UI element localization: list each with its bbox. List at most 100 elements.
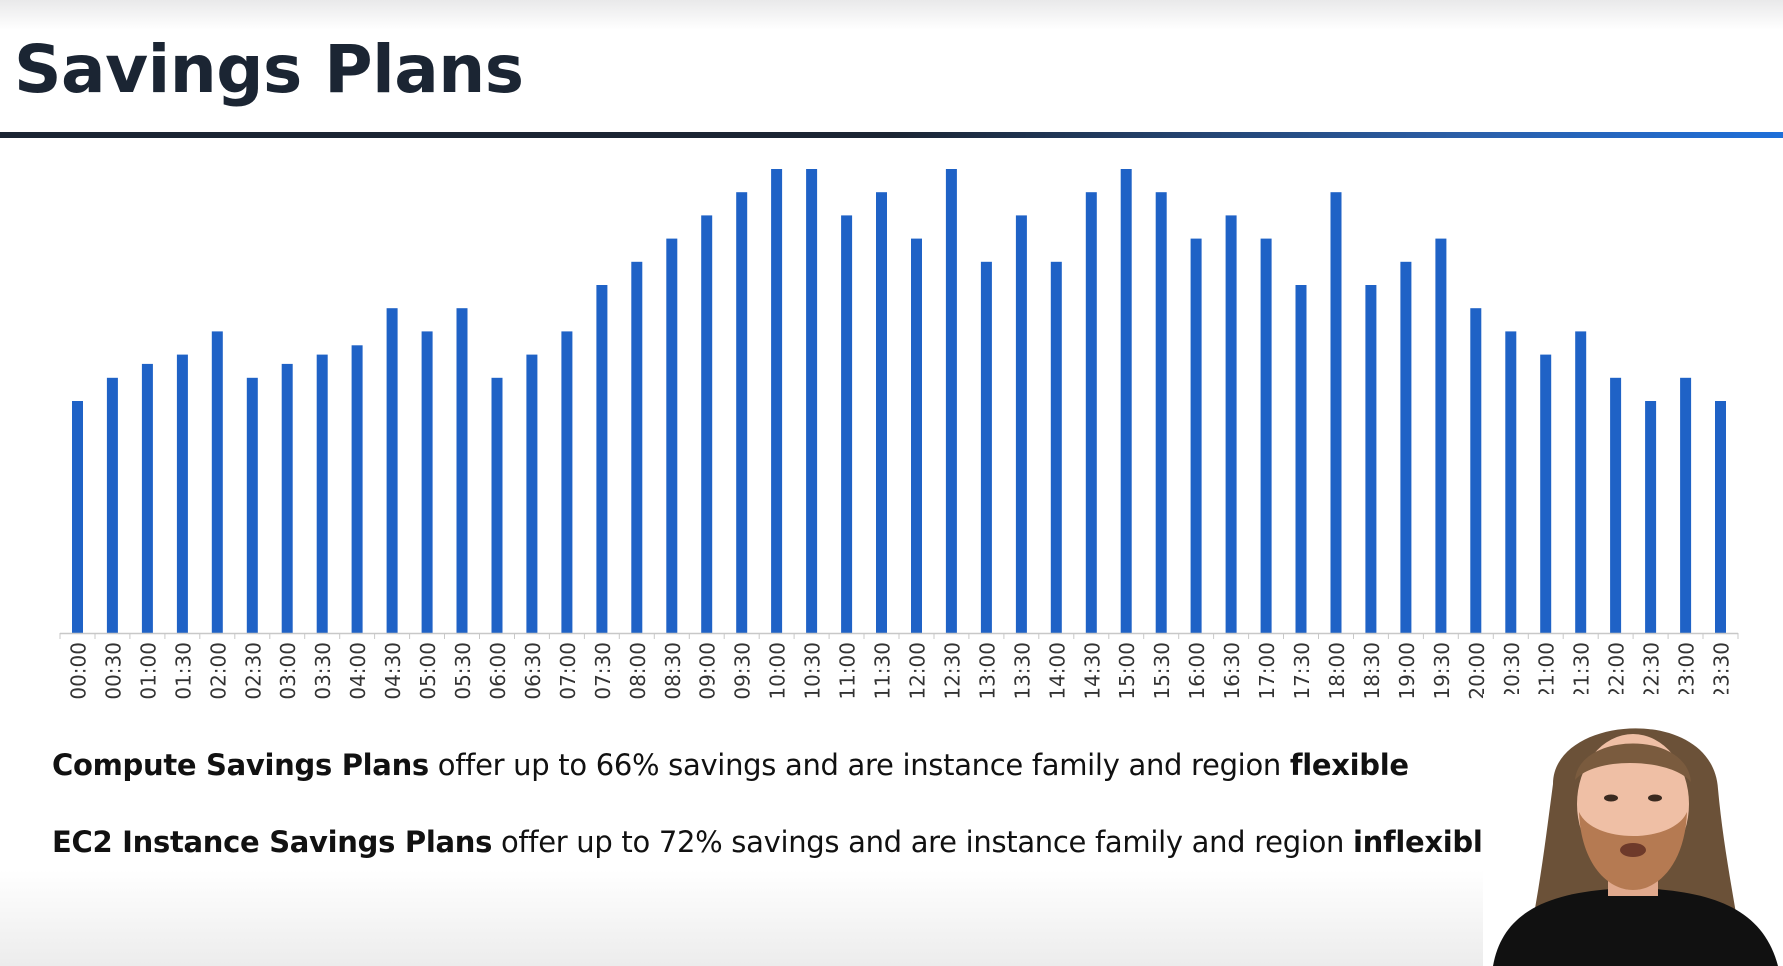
x-tick-label: 15:00 xyxy=(1115,642,1139,700)
usage-bar-chart: 00:00 00:30 01:00 01:30 02:00 02:30 03:00 03:30… xyxy=(59,169,1739,700)
bar-03:30 xyxy=(316,354,328,633)
x-tick-label: 10:30 xyxy=(801,642,825,700)
x-tick-label: 19:00 xyxy=(1395,642,1419,700)
ec2-savings-inflexible: inflexible xyxy=(1353,825,1502,859)
x-tick-label: 20:00 xyxy=(1465,642,1489,700)
x-tick-label: 05:00 xyxy=(416,642,440,700)
x-tick-label: 18:30 xyxy=(1360,642,1384,700)
x-tick-label: 16:00 xyxy=(1185,642,1209,700)
bar-00:00 xyxy=(72,401,83,633)
bar-02:30 xyxy=(246,377,258,633)
x-tick-label: 08:00 xyxy=(626,642,650,700)
x-tick-label: 09:30 xyxy=(731,642,755,700)
bar-10:30 xyxy=(806,169,818,633)
x-tick-label: 08:30 xyxy=(661,642,685,700)
bar-15:00 xyxy=(1120,169,1132,633)
x-tick-label: 21:00 xyxy=(1535,642,1559,700)
bar-01:30 xyxy=(176,354,188,633)
bar-14:30 xyxy=(1085,192,1097,633)
x-tick-label: 10:00 xyxy=(766,642,790,700)
bar-17:30 xyxy=(1295,285,1307,633)
bar-18:30 xyxy=(1365,285,1377,633)
bar-17:00 xyxy=(1260,238,1272,633)
bar-13:00 xyxy=(980,261,992,633)
ec2-savings-text: offer up to 72% savings and are instance… xyxy=(492,825,1354,859)
bar-05:00 xyxy=(421,331,433,633)
x-tick-label: 01:00 xyxy=(136,642,160,700)
bar-06:30 xyxy=(526,354,538,633)
compute-savings-label: Compute Savings Plans xyxy=(52,748,429,782)
bar-14:00 xyxy=(1050,261,1062,633)
x-tick-label: 09:00 xyxy=(696,642,720,700)
bar-12:30 xyxy=(945,169,957,633)
bar-21:30 xyxy=(1575,331,1587,633)
bar-10:00 xyxy=(771,169,783,633)
x-tick-label: 21:30 xyxy=(1570,642,1594,700)
x-tick-label: 05:30 xyxy=(451,642,475,700)
bar-12:00 xyxy=(911,238,922,633)
bar-00:30 xyxy=(106,377,118,633)
bar-02:00 xyxy=(211,331,223,633)
title-divider xyxy=(0,132,1783,138)
x-tick-label: 14:30 xyxy=(1080,642,1104,700)
x-tick-label: 07:30 xyxy=(591,642,615,700)
x-tick-label: 22:30 xyxy=(1640,642,1664,700)
x-tick-label: 06:00 xyxy=(486,642,510,700)
x-tick-label: 11:00 xyxy=(836,642,860,700)
ec2-savings-note: EC2 Instance Savings Plans offer up to 7… xyxy=(52,825,1502,859)
compute-savings-text: offer up to 66% savings and are instance… xyxy=(428,748,1290,782)
x-tick-label: 18:00 xyxy=(1325,642,1349,700)
x-tick-label: 12:00 xyxy=(906,642,930,700)
x-tick-label: 20:30 xyxy=(1500,642,1524,700)
ec2-savings-label: EC2 Instance Savings Plans xyxy=(52,825,493,859)
x-tick-label: 13:00 xyxy=(975,642,999,700)
x-tick-label: 01:30 xyxy=(171,642,195,700)
x-tick-label: 23:30 xyxy=(1710,642,1734,700)
bar-04:30 xyxy=(386,308,398,633)
x-tick-label: 15:30 xyxy=(1150,642,1174,700)
x-tick-label: 04:30 xyxy=(381,642,405,700)
bar-22:00 xyxy=(1610,377,1622,633)
bar-16:30 xyxy=(1225,215,1237,633)
x-tick-label: 12:30 xyxy=(940,642,964,700)
x-tick-label: 06:30 xyxy=(521,642,545,700)
compute-savings-flexible: flexible xyxy=(1289,748,1409,782)
bar-03:00 xyxy=(281,363,293,633)
x-tick-label: 02:00 xyxy=(206,642,230,700)
x-tick-label: 22:00 xyxy=(1605,642,1629,700)
bar-08:00 xyxy=(631,261,643,633)
bar-11:00 xyxy=(841,215,853,633)
bar-07:30 xyxy=(596,285,608,633)
bar-20:00 xyxy=(1470,308,1482,633)
bar-21:00 xyxy=(1540,354,1552,633)
x-tick-label: 00:30 xyxy=(101,642,125,700)
presenter-video xyxy=(1483,694,1783,966)
x-tick-label: 19:30 xyxy=(1430,642,1454,700)
bar-08:30 xyxy=(666,238,678,633)
x-tick-label: 11:30 xyxy=(871,642,895,700)
bar-20:30 xyxy=(1505,331,1517,633)
x-tick-label: 00:00 xyxy=(67,642,91,700)
bar-15:30 xyxy=(1155,192,1167,633)
bar-09:30 xyxy=(736,192,748,633)
x-tick-label: 07:00 xyxy=(556,642,580,700)
bar-05:30 xyxy=(456,308,468,633)
compute-savings-note: Compute Savings Plans offer up to 66% sa… xyxy=(52,748,1409,782)
bar-16:00 xyxy=(1190,238,1202,633)
bar-07:00 xyxy=(561,331,573,633)
bar-06:00 xyxy=(491,377,503,633)
x-tick-label: 13:30 xyxy=(1010,642,1034,700)
bar-09:00 xyxy=(701,215,713,633)
x-tick-label: 17:00 xyxy=(1255,642,1279,700)
bar-19:00 xyxy=(1400,261,1412,633)
slide-title: Savings Plans xyxy=(14,31,524,108)
x-tick-label: 04:00 xyxy=(346,642,370,700)
bar-04:00 xyxy=(351,345,363,633)
x-tick-label: 14:00 xyxy=(1045,642,1069,700)
bar-01:00 xyxy=(141,363,153,633)
bar-11:30 xyxy=(876,192,887,633)
presenter-figure xyxy=(1483,694,1783,966)
bar-22:30 xyxy=(1645,401,1657,633)
bar-18:00 xyxy=(1330,192,1342,633)
bar-23:30 xyxy=(1715,401,1726,633)
